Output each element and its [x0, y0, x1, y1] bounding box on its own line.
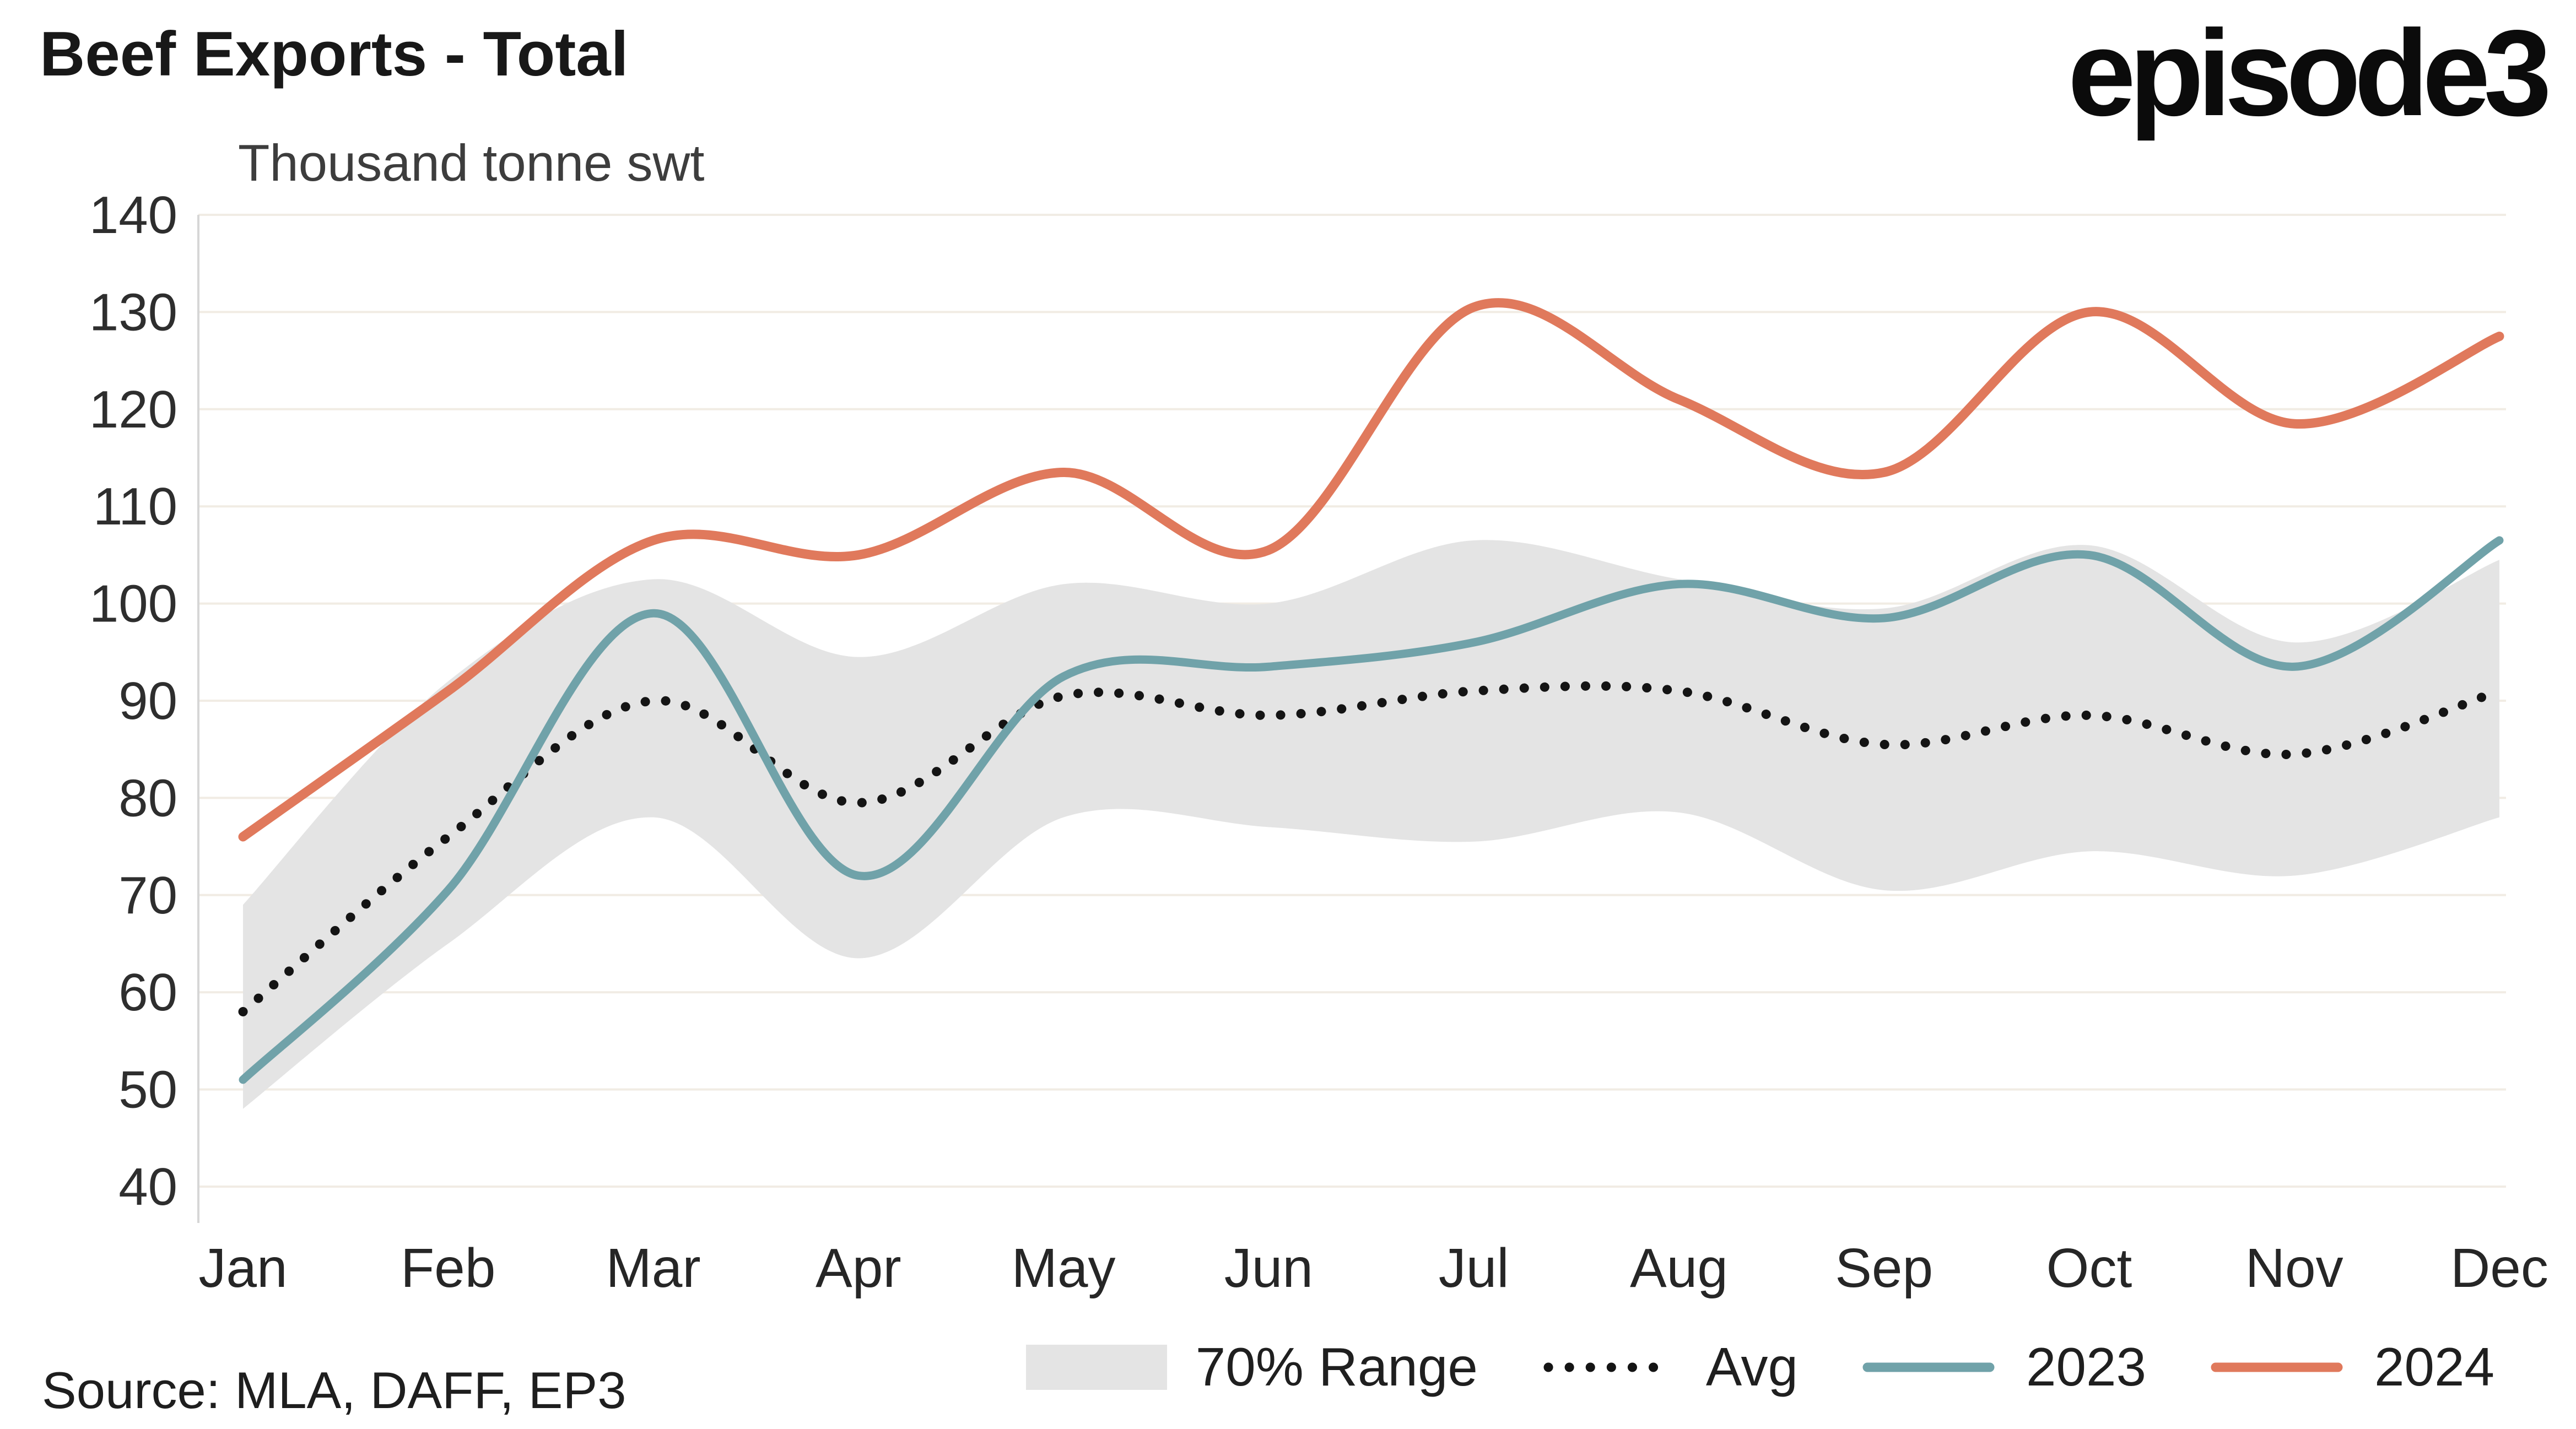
legend-item-avg: Avg: [1540, 1336, 1798, 1398]
range-band: [243, 540, 2499, 1109]
legend-label-2023: 2023: [2026, 1336, 2146, 1397]
x-tick-label: Jun: [1224, 1237, 1313, 1299]
legend-label-2024: 2024: [2374, 1336, 2494, 1397]
episode3-logo: episode3: [2067, 5, 2552, 142]
series-2024-line: [238, 298, 2504, 842]
x-tick-label: Apr: [816, 1237, 901, 1299]
series-2023-line: [239, 536, 2504, 1084]
x-tick-label: Jul: [1439, 1237, 1509, 1299]
y-tick-label: 50: [118, 1060, 177, 1119]
x-tick-label: Aug: [1630, 1237, 1728, 1299]
chart-units-subtitle: Thousand tonne swt: [238, 134, 705, 192]
series-avg-line: [238, 681, 2504, 1016]
y-tick-label: 100: [89, 575, 177, 634]
x-tick-label: Sep: [1835, 1237, 1933, 1299]
line-2023-swatch: [1862, 1362, 1995, 1372]
legend-item-2023: 2023: [1860, 1336, 2146, 1398]
y-tick-label: 40: [118, 1157, 177, 1216]
y-tick-label: 110: [93, 477, 177, 536]
x-tick-label: Nov: [2245, 1237, 2343, 1299]
x-tick-label: Mar: [606, 1237, 700, 1299]
page-title: Beef Exports - Total: [40, 19, 629, 89]
y-tick-label: 140: [89, 186, 177, 245]
chart-legend: 70% Range Avg 2023 2024: [1025, 1336, 2494, 1398]
y-tick-label: 80: [118, 768, 177, 827]
line-2024-swatch: [2211, 1362, 2343, 1372]
x-tick-label: Dec: [2450, 1237, 2548, 1299]
source-note: Source: MLA, DAFF, EP3: [42, 1361, 627, 1419]
x-tick-label: May: [1012, 1237, 1116, 1299]
x-tick-label: Feb: [401, 1237, 495, 1299]
avg-dotted-swatch: [1543, 1362, 1673, 1372]
legend-item-range: 70% Range: [1025, 1336, 1478, 1398]
x-tick-label: Jan: [198, 1237, 287, 1299]
y-tick-label: 130: [89, 283, 177, 342]
legend-label-avg: Avg: [1705, 1336, 1798, 1397]
y-tick-label: 120: [89, 380, 177, 439]
y-tick-label: 70: [118, 866, 177, 925]
y-tick-label: 60: [118, 963, 177, 1022]
range-band-swatch: [1025, 1344, 1167, 1390]
legend-label-range: 70% Range: [1195, 1336, 1478, 1397]
y-tick-label: 90: [118, 672, 177, 730]
legend-item-2024: 2024: [2208, 1336, 2494, 1398]
x-tick-label: Oct: [2046, 1237, 2132, 1299]
